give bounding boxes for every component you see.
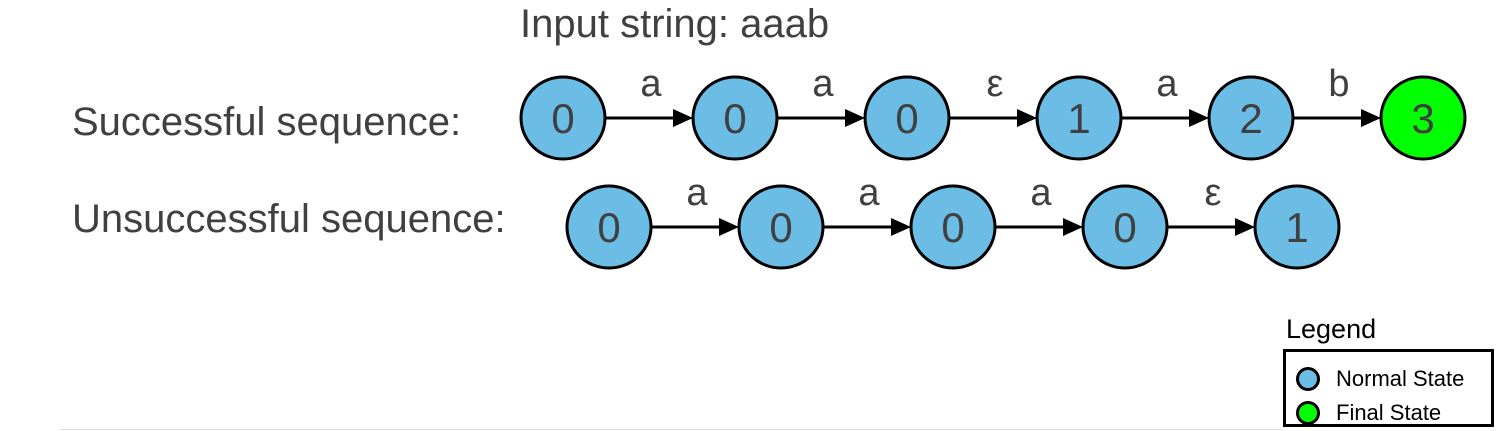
input-string-title: Input string: aaab bbox=[520, 2, 830, 46]
success-arrowhead-icon-4 bbox=[1361, 109, 1381, 127]
success-state-label-1: 0 bbox=[723, 95, 746, 142]
unsuccessful-sequence-label: Unsuccessful sequence: bbox=[72, 197, 506, 241]
fail-transition-label-3: ε bbox=[1205, 172, 1222, 214]
legend-normal-label: Normal State bbox=[1336, 366, 1465, 391]
fail-state-node-0 bbox=[565, 184, 653, 270]
fail-state-node-1 bbox=[737, 184, 825, 270]
success-arrowhead-icon-1 bbox=[845, 109, 865, 127]
success-arrowhead-icon-0 bbox=[673, 109, 693, 127]
fail-state-label-3: 0 bbox=[1113, 204, 1136, 251]
success-state-label-4: 2 bbox=[1239, 95, 1262, 142]
success-transition-label-2: ε bbox=[987, 63, 1004, 105]
legend: Normal State Final State bbox=[1283, 349, 1494, 427]
fail-state-node-3 bbox=[1081, 184, 1169, 270]
success-transition-label-0: a bbox=[640, 63, 662, 105]
success-state-label-5: 3 bbox=[1411, 95, 1434, 142]
legend-item-final: Final State bbox=[1296, 398, 1441, 428]
fail-state-node-2 bbox=[909, 184, 997, 270]
success-state-label-0: 0 bbox=[551, 95, 574, 142]
successful-sequence-label: Successful sequence: bbox=[72, 100, 462, 144]
fail-state-node-4 bbox=[1253, 184, 1341, 270]
fail-arrowhead-icon-2 bbox=[1063, 218, 1083, 236]
legend-title: Legend bbox=[1286, 314, 1377, 344]
success-transition-label-1: a bbox=[812, 63, 834, 105]
success-arrowhead-icon-3 bbox=[1189, 109, 1209, 127]
final-state-swatch-icon bbox=[1296, 401, 1320, 425]
divider bbox=[60, 429, 1282, 430]
fail-state-label-1: 0 bbox=[769, 204, 792, 251]
legend-item-normal: Normal State bbox=[1296, 364, 1464, 394]
success-state-node-4 bbox=[1207, 75, 1295, 161]
normal-state-swatch-icon bbox=[1296, 367, 1320, 391]
fail-state-label-4: 1 bbox=[1285, 204, 1308, 251]
success-state-node-3 bbox=[1035, 75, 1123, 161]
fail-arrowhead-icon-1 bbox=[891, 218, 911, 236]
success-state-node-2 bbox=[863, 75, 951, 161]
fail-transition-label-2: a bbox=[1030, 172, 1052, 214]
success-transition-label-4: b bbox=[1328, 63, 1349, 105]
fail-arrowhead-icon-0 bbox=[719, 218, 739, 236]
fail-transition-label-0: a bbox=[686, 172, 708, 214]
legend-final-label: Final State bbox=[1336, 400, 1442, 425]
success-state-node-1 bbox=[691, 75, 779, 161]
success-transition-label-3: a bbox=[1156, 63, 1178, 105]
fail-arrowhead-icon-3 bbox=[1235, 218, 1255, 236]
fail-state-label-2: 0 bbox=[941, 204, 964, 251]
success-state-node-0 bbox=[519, 75, 607, 161]
success-state-node-5 bbox=[1379, 75, 1467, 161]
success-arrowhead-icon-2 bbox=[1017, 109, 1037, 127]
fail-state-label-0: 0 bbox=[597, 204, 620, 251]
fail-transition-label-1: a bbox=[858, 172, 880, 214]
success-state-label-3: 1 bbox=[1067, 95, 1090, 142]
success-state-label-2: 0 bbox=[895, 95, 918, 142]
